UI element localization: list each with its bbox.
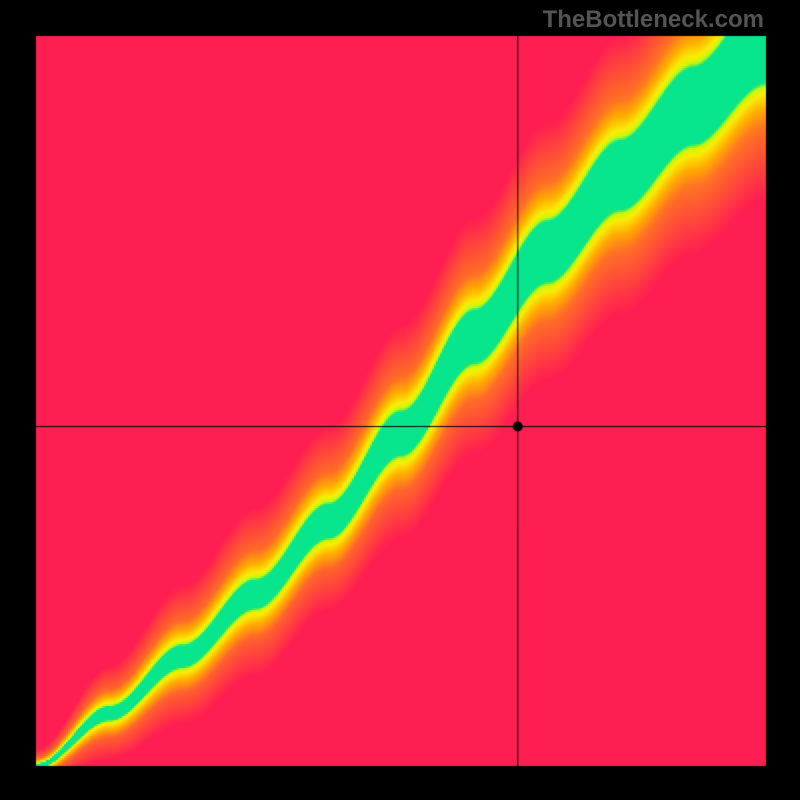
attribution-text: TheBottleneck.com [543, 6, 764, 34]
bottleneck-heatmap-canvas [0, 0, 800, 800]
chart-container: TheBottleneck.com [0, 0, 800, 800]
